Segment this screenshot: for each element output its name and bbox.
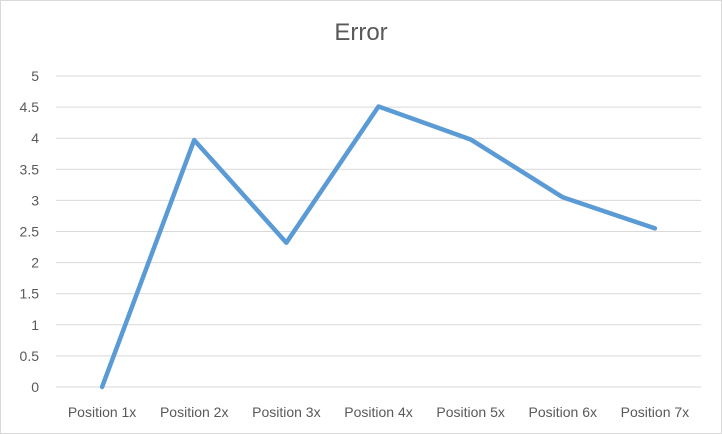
- y-tick-label: 4.5: [20, 99, 40, 115]
- x-tick-label: Position 3x: [252, 404, 320, 420]
- x-tick-label: Position 2x: [160, 404, 228, 420]
- x-tick-label: Position 1x: [68, 404, 136, 420]
- y-tick-label: 1: [31, 317, 39, 333]
- y-tick-label: 3.5: [20, 161, 40, 177]
- y-tick-label: 4: [31, 130, 39, 146]
- y-tick-label: 1.5: [20, 286, 40, 302]
- y-tick-label: 5: [31, 68, 39, 84]
- gridlines: [56, 75, 701, 388]
- x-tick-label: Position 5x: [436, 404, 504, 420]
- y-tick-label: 0: [31, 379, 39, 395]
- y-axis-tick-labels: 0 0.5 1 1.5 2 2.5 3 3.5 4 4.5 5: [20, 68, 40, 395]
- y-tick-label: 0.5: [20, 348, 40, 364]
- series-line-0: [99, 104, 658, 390]
- chart-title: Error: [334, 19, 388, 46]
- x-axis-tick-labels: Position 1x Position 2x Position 3x Positio…: [68, 404, 689, 420]
- x-tick-label: Position 7x: [621, 404, 689, 420]
- x-tick-label: Position 4x: [344, 404, 412, 420]
- x-tick-label: Position 6x: [529, 404, 597, 420]
- y-tick-label: 2.5: [20, 224, 40, 240]
- series-layer: [99, 104, 658, 390]
- y-tick-label: 2: [31, 255, 39, 271]
- y-tick-label: 3: [31, 192, 39, 208]
